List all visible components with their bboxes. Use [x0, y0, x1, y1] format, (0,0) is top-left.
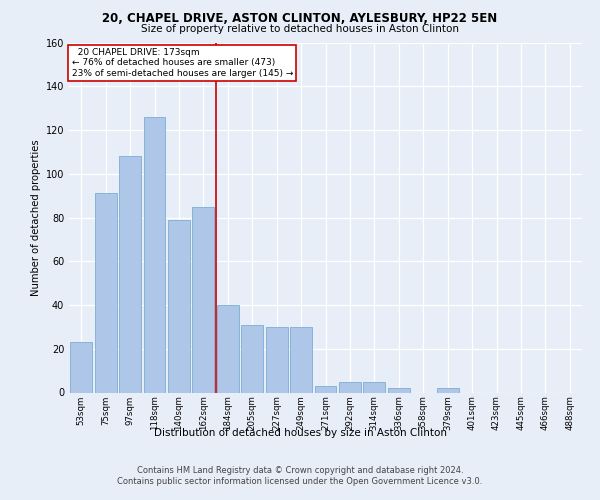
Bar [266, 327, 287, 392]
Text: Contains public sector information licensed under the Open Government Licence v3: Contains public sector information licen… [118, 478, 482, 486]
Bar [314, 386, 337, 392]
Bar [143, 117, 166, 392]
Bar [119, 156, 141, 392]
Bar [241, 324, 263, 392]
Text: 20 CHAPEL DRIVE: 173sqm
← 76% of detached houses are smaller (473)
23% of semi-d: 20 CHAPEL DRIVE: 173sqm ← 76% of detache… [71, 48, 293, 78]
Bar [193, 206, 214, 392]
Y-axis label: Number of detached properties: Number of detached properties [31, 139, 41, 296]
Text: Distribution of detached houses by size in Aston Clinton: Distribution of detached houses by size … [154, 428, 446, 438]
Bar [364, 382, 385, 392]
Bar [217, 305, 239, 392]
Bar [168, 220, 190, 392]
Text: Contains HM Land Registry data © Crown copyright and database right 2024.: Contains HM Land Registry data © Crown c… [137, 466, 463, 475]
Bar [95, 194, 116, 392]
Bar [339, 382, 361, 392]
Bar [437, 388, 458, 392]
Bar [70, 342, 92, 392]
Bar [388, 388, 410, 392]
Text: Size of property relative to detached houses in Aston Clinton: Size of property relative to detached ho… [141, 24, 459, 34]
Text: 20, CHAPEL DRIVE, ASTON CLINTON, AYLESBURY, HP22 5EN: 20, CHAPEL DRIVE, ASTON CLINTON, AYLESBU… [103, 12, 497, 26]
Bar [290, 327, 312, 392]
